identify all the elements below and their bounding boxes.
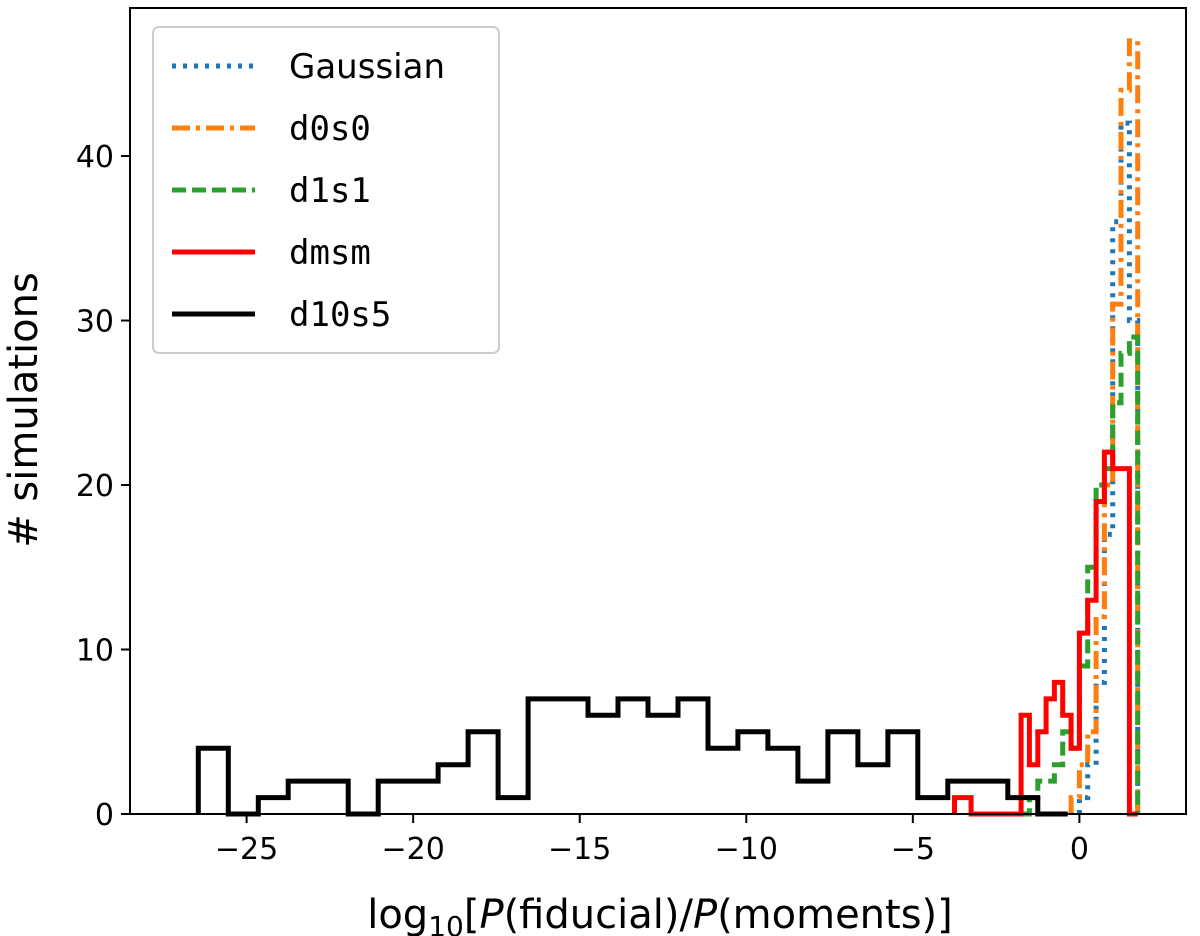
legend-label-dmsm: dmsm (289, 233, 371, 273)
x-tick-label: −15 (548, 832, 611, 867)
x-tick-label: −10 (715, 832, 778, 867)
legend-label-gaussian: Gaussian (289, 47, 445, 87)
axis-labels: # simulations log10[P(fiducial)/P(moment… (1, 272, 953, 936)
legend: Gaussian d0s0 d1s1 dmsm d10s5 (152, 26, 500, 354)
series-gaussian-line (1076, 120, 1141, 814)
x-tick-label: −20 (381, 832, 444, 867)
legend-label-d0s0: d0s0 (289, 109, 371, 149)
x-tick-label: −25 (215, 832, 278, 867)
plot-frame (129, 7, 1187, 815)
legend-label-d1s1: d1s1 (289, 171, 371, 211)
series-d1s1-line (1021, 334, 1141, 817)
y-axis-label: # simulations (1, 272, 47, 548)
series-d0s0-line (1068, 38, 1141, 814)
legend-box (152, 26, 500, 354)
y-tick-label: 30 (76, 305, 114, 340)
legend-label-d10s5: d10s5 (289, 295, 391, 335)
y-tick-label: 40 (76, 140, 114, 175)
y-tick-label: 0 (95, 798, 114, 833)
axis-ticks: −25 −20 −15 −10 −5 0 0 10 20 30 40 (76, 140, 1089, 867)
y-tick-label: 20 (76, 469, 114, 504)
axes-frame (129, 7, 1187, 815)
y-tick-label: 10 (76, 634, 114, 669)
x-tick-label: −5 (891, 832, 935, 867)
series-d10s5-line (195, 696, 1068, 817)
x-tick-label: 0 (1070, 832, 1089, 867)
x-axis-label: log10[P(fiducial)/P(moments)] (367, 892, 953, 936)
